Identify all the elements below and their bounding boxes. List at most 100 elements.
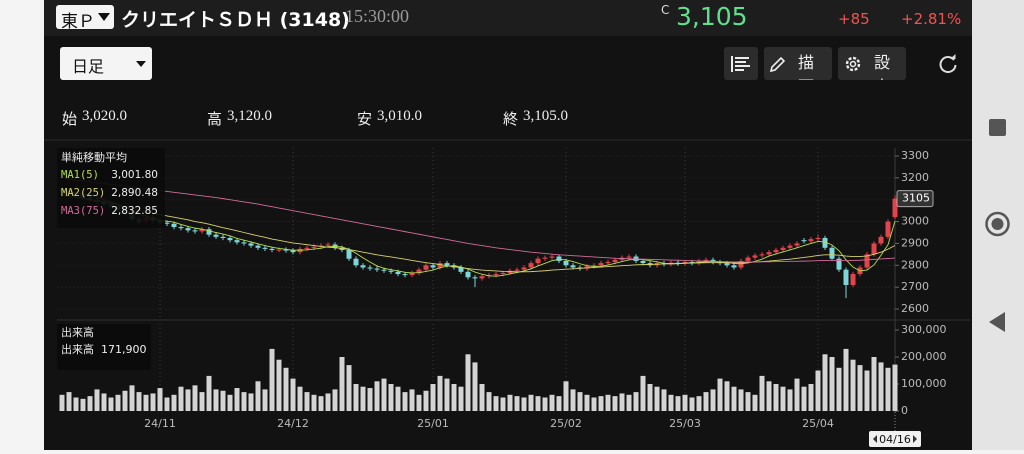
candle-body [325, 244, 331, 246]
volume-bar [255, 381, 261, 411]
android-nav-bar [972, 0, 1024, 450]
gear-icon [845, 56, 861, 72]
candle-body [528, 263, 534, 268]
volume-bar [157, 388, 163, 411]
volume-bar [472, 362, 478, 411]
legend-title: 単純移動平均 [61, 150, 127, 164]
volume-bar [507, 394, 513, 411]
volume-bar [619, 393, 625, 411]
volume-bar [605, 394, 611, 411]
cursor-date: 04/16 [879, 433, 911, 446]
volume-tick-label: 200,000 [901, 350, 947, 363]
volume-bar [500, 397, 506, 411]
ma-line [61, 194, 896, 273]
candle-body [549, 256, 555, 258]
candle-body [766, 252, 772, 255]
x-tick-label: 25/01 [417, 417, 449, 430]
y-tick-label: 3300 [901, 149, 929, 162]
indicator-button[interactable] [724, 47, 758, 80]
candle-body [640, 260, 646, 264]
volume-bar [437, 375, 443, 411]
volume-bar [815, 370, 821, 411]
candle-body [500, 272, 506, 275]
volume-bar [101, 393, 107, 411]
volume-bar [227, 394, 233, 411]
candle-body [850, 274, 856, 285]
volume-bar [213, 389, 219, 411]
volume-bar [584, 394, 590, 411]
ohlc-label: 高 [207, 110, 223, 128]
volume-title: 出来高 [61, 325, 94, 339]
exchange-select[interactable]: 東Ｐ [56, 5, 114, 32]
volume-bar [262, 389, 268, 411]
ohlc-value: 3,010.0 [377, 108, 422, 124]
candle-body [248, 243, 254, 246]
volume-bar [724, 381, 730, 411]
draw-button[interactable]: 描画 [764, 47, 832, 80]
candle-body [367, 267, 373, 269]
volume-bar [892, 364, 898, 411]
volume-bar [843, 348, 849, 411]
volume-bar [759, 375, 765, 411]
volume-bar [199, 392, 205, 411]
x-tick-label: 24/12 [277, 417, 309, 430]
candle-body [409, 272, 415, 276]
settings-button[interactable]: 設定 [838, 47, 906, 80]
y-tick-label: 3000 [901, 215, 929, 228]
volume-bar [297, 386, 303, 411]
candle-body [430, 265, 436, 268]
volume-bar [829, 357, 835, 411]
volume-bar [689, 397, 695, 411]
candle-body [780, 247, 786, 250]
volume-bar [122, 390, 128, 411]
volume-bar [738, 389, 744, 411]
volume-bar [696, 396, 702, 411]
volume-bar [542, 397, 548, 411]
ohlc-label: 終 [503, 110, 519, 128]
exchange: 東Ｐ [61, 12, 95, 32]
volume-bar [241, 392, 247, 411]
candle-body [283, 249, 289, 251]
top-bar [44, 0, 972, 36]
candle-body [388, 270, 394, 272]
candle-body [416, 269, 422, 273]
ohlc-label: 始 [62, 110, 78, 128]
volume-bar [59, 394, 65, 411]
volume-bar [549, 394, 555, 411]
recents-button[interactable] [989, 119, 1006, 136]
ma-line [61, 190, 896, 277]
y-tick-label: 2900 [901, 236, 929, 249]
volume-bar [591, 397, 597, 411]
candle-body [773, 249, 779, 253]
candle-body [556, 256, 562, 261]
volume-bar [150, 393, 156, 411]
candle-body [346, 249, 352, 259]
refresh-button[interactable] [936, 52, 960, 76]
home-button[interactable] [985, 211, 1010, 237]
period-select[interactable]: 日足 [60, 47, 152, 80]
volume-bar [850, 359, 856, 411]
candle-body [605, 262, 611, 264]
volume-bar [535, 396, 541, 411]
volume-bar [857, 365, 863, 411]
candle-body [290, 250, 296, 253]
legend-name: MA1(5) [61, 169, 99, 181]
volume-bar [787, 389, 793, 411]
volume-bar [465, 354, 471, 411]
volume-bar [773, 384, 779, 411]
volume-bar [514, 396, 520, 411]
volume-bar [822, 354, 828, 411]
settings-label: 設定 [874, 53, 891, 80]
home-dot [991, 218, 1004, 230]
ohlc-value: 3,105.0 [523, 108, 568, 124]
volume-bar [675, 396, 681, 411]
volume-bar [136, 392, 142, 411]
candle-body [808, 239, 814, 242]
candle-body [829, 247, 835, 259]
ma-line [61, 177, 896, 263]
ohlc-value: 3,020.0 [82, 108, 127, 124]
volume-bar [654, 386, 660, 411]
candle-body [612, 259, 618, 263]
volume-bar [332, 389, 338, 411]
back-button[interactable] [989, 312, 1005, 332]
